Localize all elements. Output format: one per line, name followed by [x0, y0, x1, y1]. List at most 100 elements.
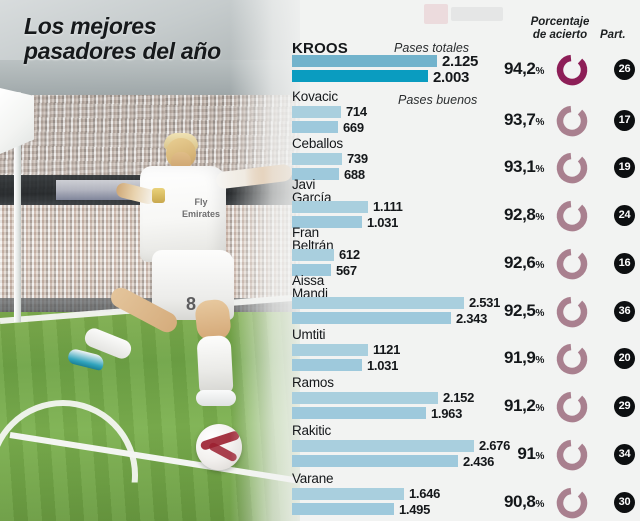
accuracy-percentage: 92,8%: [504, 205, 545, 224]
ring-gauge-svg: [556, 105, 588, 137]
player-name: Javi García: [292, 177, 332, 205]
page-title-line1: Los mejores: [24, 13, 157, 39]
ring-gauge-svg: [556, 152, 588, 184]
value-pases-totales: 2.676: [479, 438, 511, 453]
value-pases-totales: 714: [346, 104, 367, 119]
player-jersey: [140, 166, 226, 262]
accuracy-percentage: 91%: [517, 444, 545, 463]
bar-pases-totales: [292, 344, 368, 356]
accuracy-percentage: 93,7%: [504, 110, 545, 129]
status-badge: 17: [614, 110, 635, 131]
value-pases-buenos: 688: [344, 167, 365, 182]
percent-symbol: %: [535, 451, 545, 462]
value-pases-buenos: 1.963: [431, 406, 463, 421]
percent-symbol: %: [535, 66, 545, 77]
accuracy-percentage: 94,2%: [504, 59, 545, 78]
bar-pases-buenos: [292, 455, 458, 467]
value-pases-buenos: 567: [336, 263, 357, 278]
percent-symbol: %: [535, 164, 545, 175]
player-name: Aissa Mandi: [292, 273, 328, 301]
bar-pases-buenos: [292, 503, 394, 515]
accuracy-ring-gauge: [555, 104, 589, 138]
accuracy-ring-gauge: [555, 53, 589, 87]
photo-fade-overlay: [230, 0, 300, 521]
percent-symbol: %: [535, 308, 545, 319]
percent-symbol: %: [535, 212, 545, 223]
column-header-percentage: Porcentaje de acierto: [522, 16, 598, 41]
bar-pases-totales: [292, 106, 341, 118]
bar-pases-totales: [292, 440, 474, 452]
accuracy-percentage: 91,2%: [504, 396, 545, 415]
player-name: Ceballos: [292, 136, 343, 151]
percent-symbol: %: [535, 499, 545, 510]
player-name: Kovacic: [292, 89, 338, 104]
accuracy-ring-gauge: [555, 438, 589, 472]
ring-gauge-svg: [556, 248, 588, 280]
player-name: Rakitic: [292, 423, 332, 438]
bar-pases-totales: [292, 201, 368, 213]
bar-pases-buenos: [292, 168, 339, 180]
ring-gauge-svg: [556, 296, 588, 328]
status-badge: 20: [614, 348, 635, 369]
value-pases-totales: 1121: [373, 342, 401, 357]
watermark-logo: [424, 2, 516, 26]
percent-symbol: %: [535, 403, 545, 414]
jersey-crest: [152, 188, 165, 203]
value-pases-buenos: 2.436: [463, 454, 495, 469]
player-name: Ramos: [292, 375, 334, 390]
percent-symbol: %: [535, 355, 545, 366]
bar-pases-buenos: [292, 407, 426, 419]
ring-gauge-svg: [556, 391, 588, 423]
value-pases-buenos: 2.003: [433, 69, 470, 86]
value-pases-buenos: 2.343: [456, 311, 488, 326]
accuracy-percentage: 93,1%: [504, 157, 545, 176]
value-pases-totales: 2.125: [442, 53, 479, 70]
status-badge: 30: [614, 492, 635, 513]
bar-pases-buenos: [292, 264, 331, 276]
bar-pases-buenos: [292, 359, 362, 371]
status-badge: 26: [614, 59, 635, 80]
bar-pases-totales: [292, 249, 334, 261]
column-header-percentage-line1: Porcentaje: [530, 16, 590, 28]
player-photo: Fly Emirates 8: [0, 0, 300, 521]
player-front-boot: [196, 390, 236, 406]
percent-symbol: %: [535, 260, 545, 271]
legend-pases-buenos: Pases buenos: [398, 93, 478, 107]
bar-pases-totales: [292, 153, 342, 165]
bar-pases-buenos: [292, 216, 362, 228]
percent-symbol: %: [535, 117, 545, 128]
legend-pases-totales: Pases totales: [394, 41, 470, 55]
accuracy-ring-gauge: [555, 486, 589, 520]
ring-gauge-svg: [556, 54, 588, 86]
accuracy-ring-gauge: [555, 295, 589, 329]
status-badge: 29: [614, 396, 635, 417]
accuracy-ring-gauge: [555, 390, 589, 424]
accuracy-ring-gauge: [555, 151, 589, 185]
jersey-sponsor-line2: Emirates: [181, 209, 221, 219]
status-badge: 34: [614, 444, 635, 465]
value-pases-buenos: 1.031: [367, 215, 399, 230]
accuracy-percentage: 90,8%: [504, 492, 545, 511]
accuracy-ring-gauge: [555, 342, 589, 376]
status-badge: 16: [614, 253, 635, 274]
accuracy-percentage: 92,6%: [504, 253, 545, 272]
player-number: 8: [186, 294, 197, 314]
bar-pases-totales: [292, 297, 464, 309]
ring-gauge-svg: [556, 343, 588, 375]
page-title: Los mejores pasadores del año: [24, 14, 274, 64]
bar-pases-buenos: [292, 70, 428, 82]
player-name: Umtiti: [292, 327, 326, 342]
player-name: Fran Beltrán: [292, 225, 334, 253]
watermark-mark: [424, 4, 448, 24]
bar-pases-totales: [292, 55, 437, 67]
column-header-percentage-line2: de acierto: [532, 28, 588, 41]
column-header-participations: Part.: [600, 29, 626, 41]
watermark-wordmark: [451, 7, 503, 21]
jersey-sponsor: Fly Emirates: [180, 196, 222, 222]
ring-gauge-svg: [556, 487, 588, 519]
status-badge: 36: [614, 301, 635, 322]
accuracy-percentage: 91,9%: [504, 348, 545, 367]
bar-pases-buenos: [292, 312, 451, 324]
value-pases-totales: 612: [339, 247, 360, 262]
